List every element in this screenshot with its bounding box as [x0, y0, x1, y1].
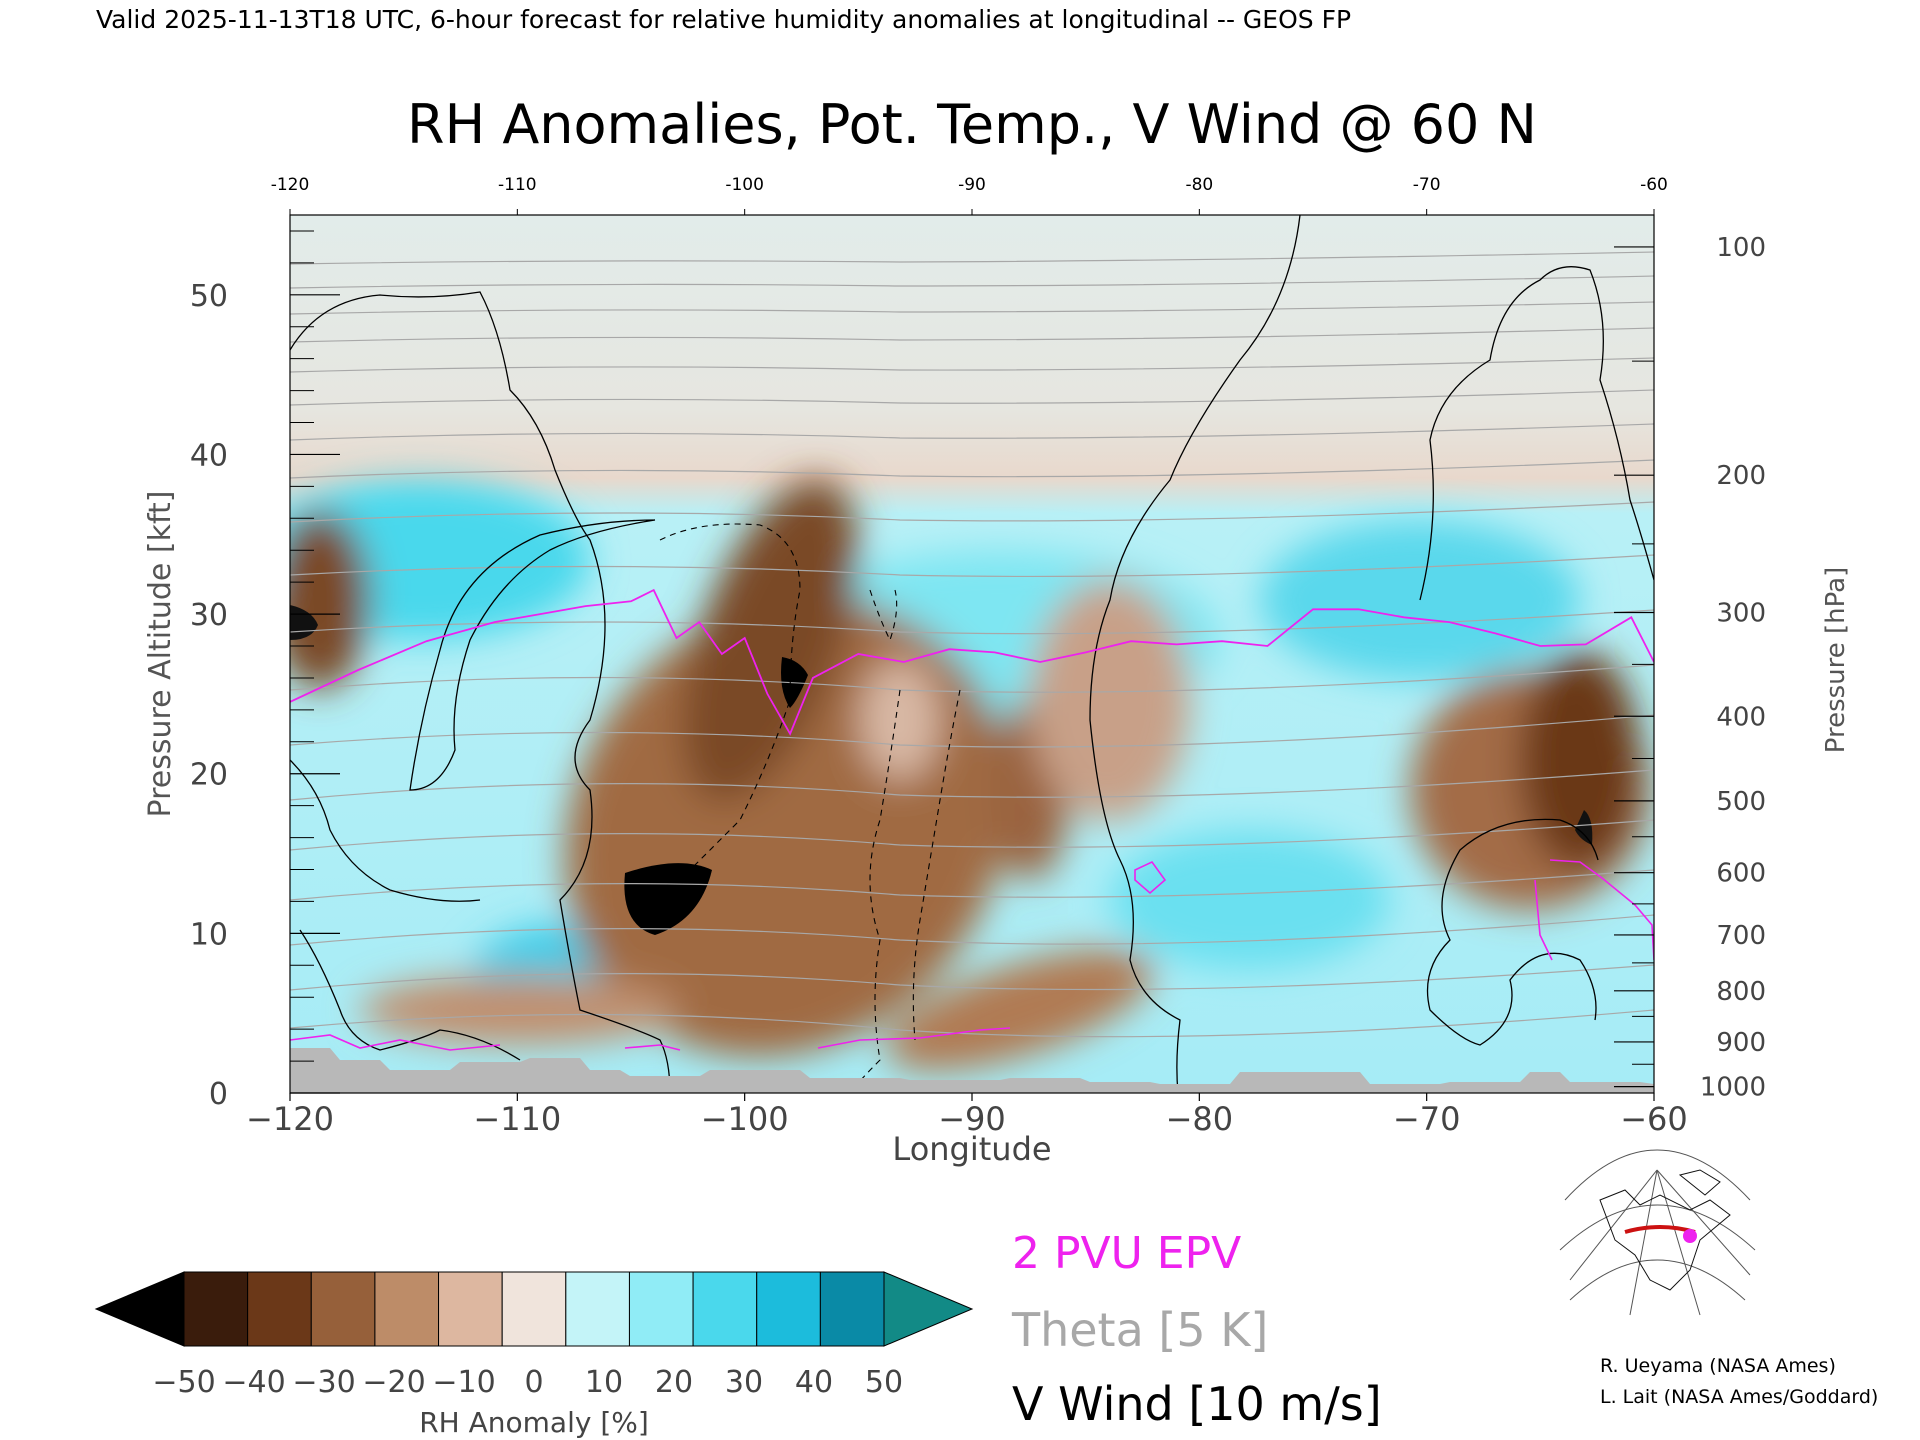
x-tick-label: −90 — [938, 1100, 1006, 1138]
colorbar-segment — [247, 1271, 312, 1347]
colorbar-segment — [374, 1271, 440, 1347]
x-top-tick-label: -110 — [498, 175, 537, 195]
pressure-tick-label: 300 — [1716, 598, 1766, 628]
pressure-tick-label: 600 — [1716, 859, 1766, 889]
colorbar-label: RH Anomaly [%] — [419, 1406, 649, 1439]
location-marker-icon — [1683, 1229, 1697, 1243]
colorbar-tick-label: 20 — [655, 1365, 693, 1400]
pressure-minor-ticks — [1632, 360, 1654, 1065]
x-tick-label: −110 — [473, 1100, 561, 1138]
y-tick-label: 10 — [190, 917, 228, 952]
y-tick-label: 50 — [190, 279, 228, 314]
credit-line-2: L. Lait (NASA Ames/Goddard) — [1600, 1386, 1878, 1408]
epv-2pvu-line — [290, 588, 1654, 736]
y-tick-label: 20 — [190, 758, 228, 793]
colorbar-segment — [438, 1271, 503, 1347]
y-tick-label: 0 — [209, 1077, 228, 1112]
colorbar-tick-label: 40 — [795, 1365, 833, 1400]
pressure-tick-label: 200 — [1716, 461, 1766, 491]
legend-theta: Theta [5 K] — [1011, 1303, 1268, 1357]
terrain-mask — [290, 1048, 1654, 1093]
y-axis-right-label: Pressure [hPa] — [1821, 567, 1851, 754]
x-top-tick-label: -90 — [958, 175, 986, 195]
chart-title: RH Anomalies, Pot. Temp., V Wind @ 60 N — [407, 93, 1537, 156]
colorbar-tick-label: −10 — [432, 1365, 495, 1400]
colorbar-segment — [628, 1271, 694, 1347]
colorbar-tick-label: −40 — [222, 1365, 285, 1400]
colorbar-segment — [183, 1271, 249, 1347]
colorbar-tick-label: −30 — [292, 1365, 355, 1400]
pressure-tick-label: 100 — [1716, 233, 1766, 263]
x-top-tick-label: -100 — [725, 175, 764, 195]
x-top-tick-label: -80 — [1185, 175, 1213, 195]
x-axis-bottom: −120 −110 −100 −90 −80 −70 −60 — [246, 1093, 1688, 1138]
colorbar-tick-label: −50 — [152, 1365, 215, 1400]
x-top-tick-label: -70 — [1413, 175, 1441, 195]
x-top-tick-label: -60 — [1640, 175, 1668, 195]
pressure-tick-label: 400 — [1716, 702, 1766, 732]
pressure-tick-label: 700 — [1716, 921, 1766, 951]
rh-anomaly-field — [290, 478, 1650, 1071]
x-top-tick-label: -120 — [271, 175, 310, 195]
colorbar-tick-label: −20 — [362, 1365, 425, 1400]
y-axis-right: 100 200 300 400 500 600 700 800 900 1000 — [1614, 233, 1766, 1103]
y-tick-label: 40 — [190, 438, 228, 473]
colorbar-tick-label: 10 — [585, 1365, 623, 1400]
pressure-tick-label: 500 — [1716, 787, 1766, 817]
x-tick-label: −60 — [1620, 1100, 1688, 1138]
theta-contours — [290, 251, 1654, 1038]
colorbar-tick-label: 50 — [865, 1365, 903, 1400]
x-tick-label: −100 — [701, 1100, 789, 1138]
valid-time-line: Valid 2025-11-13T18 UTC, 6-hour forecast… — [96, 5, 1351, 34]
colorbar-tick-label: 0 — [524, 1365, 543, 1400]
x-tick-label: −120 — [246, 1100, 334, 1138]
y-tick-label: 30 — [190, 598, 228, 633]
colorbar-tick-label: 30 — [725, 1365, 763, 1400]
colorbar-segment — [819, 1271, 885, 1347]
credit-line-1: R. Ueyama (NASA Ames) — [1600, 1355, 1836, 1377]
x-axis-top: -120 -110 -100 -90 -80 -70 -60 — [271, 175, 1668, 215]
colorbar-under-arrow — [94, 1271, 185, 1347]
legend-epv: 2 PVU EPV — [1012, 1228, 1241, 1279]
colorbar-segment — [565, 1271, 630, 1347]
colorbar-segment — [756, 1271, 821, 1347]
legend-v-wind: V Wind [10 m/s] — [1012, 1377, 1382, 1431]
colorbar-segment — [692, 1271, 758, 1347]
x-tick-label: −70 — [1393, 1100, 1461, 1138]
x-axis-label: Longitude — [892, 1130, 1051, 1168]
plot-area — [290, 215, 1654, 1093]
rh-minimum-blob — [624, 863, 712, 935]
x-tick-label: −80 — [1166, 1100, 1234, 1138]
rh-colorbar — [94, 1271, 974, 1347]
epv-2pvu-small-contours — [290, 859, 1654, 1051]
pressure-tick-label: 800 — [1716, 977, 1766, 1007]
pressure-tick-label: 1000 — [1700, 1073, 1766, 1103]
colorbar-segment — [501, 1271, 567, 1347]
rh-colorbar-tick-labels: −50 −40 −30 −20 −10 0 10 20 30 40 50 — [152, 1365, 903, 1400]
rh-minimum-blob — [1575, 810, 1593, 845]
locator-map — [1556, 1149, 1758, 1317]
y-axis-left: 0 10 20 30 40 50 — [190, 230, 340, 1112]
colorbar-segment — [310, 1271, 376, 1347]
colorbar-over-arrow — [883, 1271, 974, 1347]
v-wind-negative-contours — [659, 523, 961, 1093]
pressure-tick-label: 900 — [1716, 1028, 1766, 1058]
v-wind-contours — [290, 215, 1654, 1093]
y-axis-left-label: Pressure Altitude [kft] — [143, 491, 178, 818]
